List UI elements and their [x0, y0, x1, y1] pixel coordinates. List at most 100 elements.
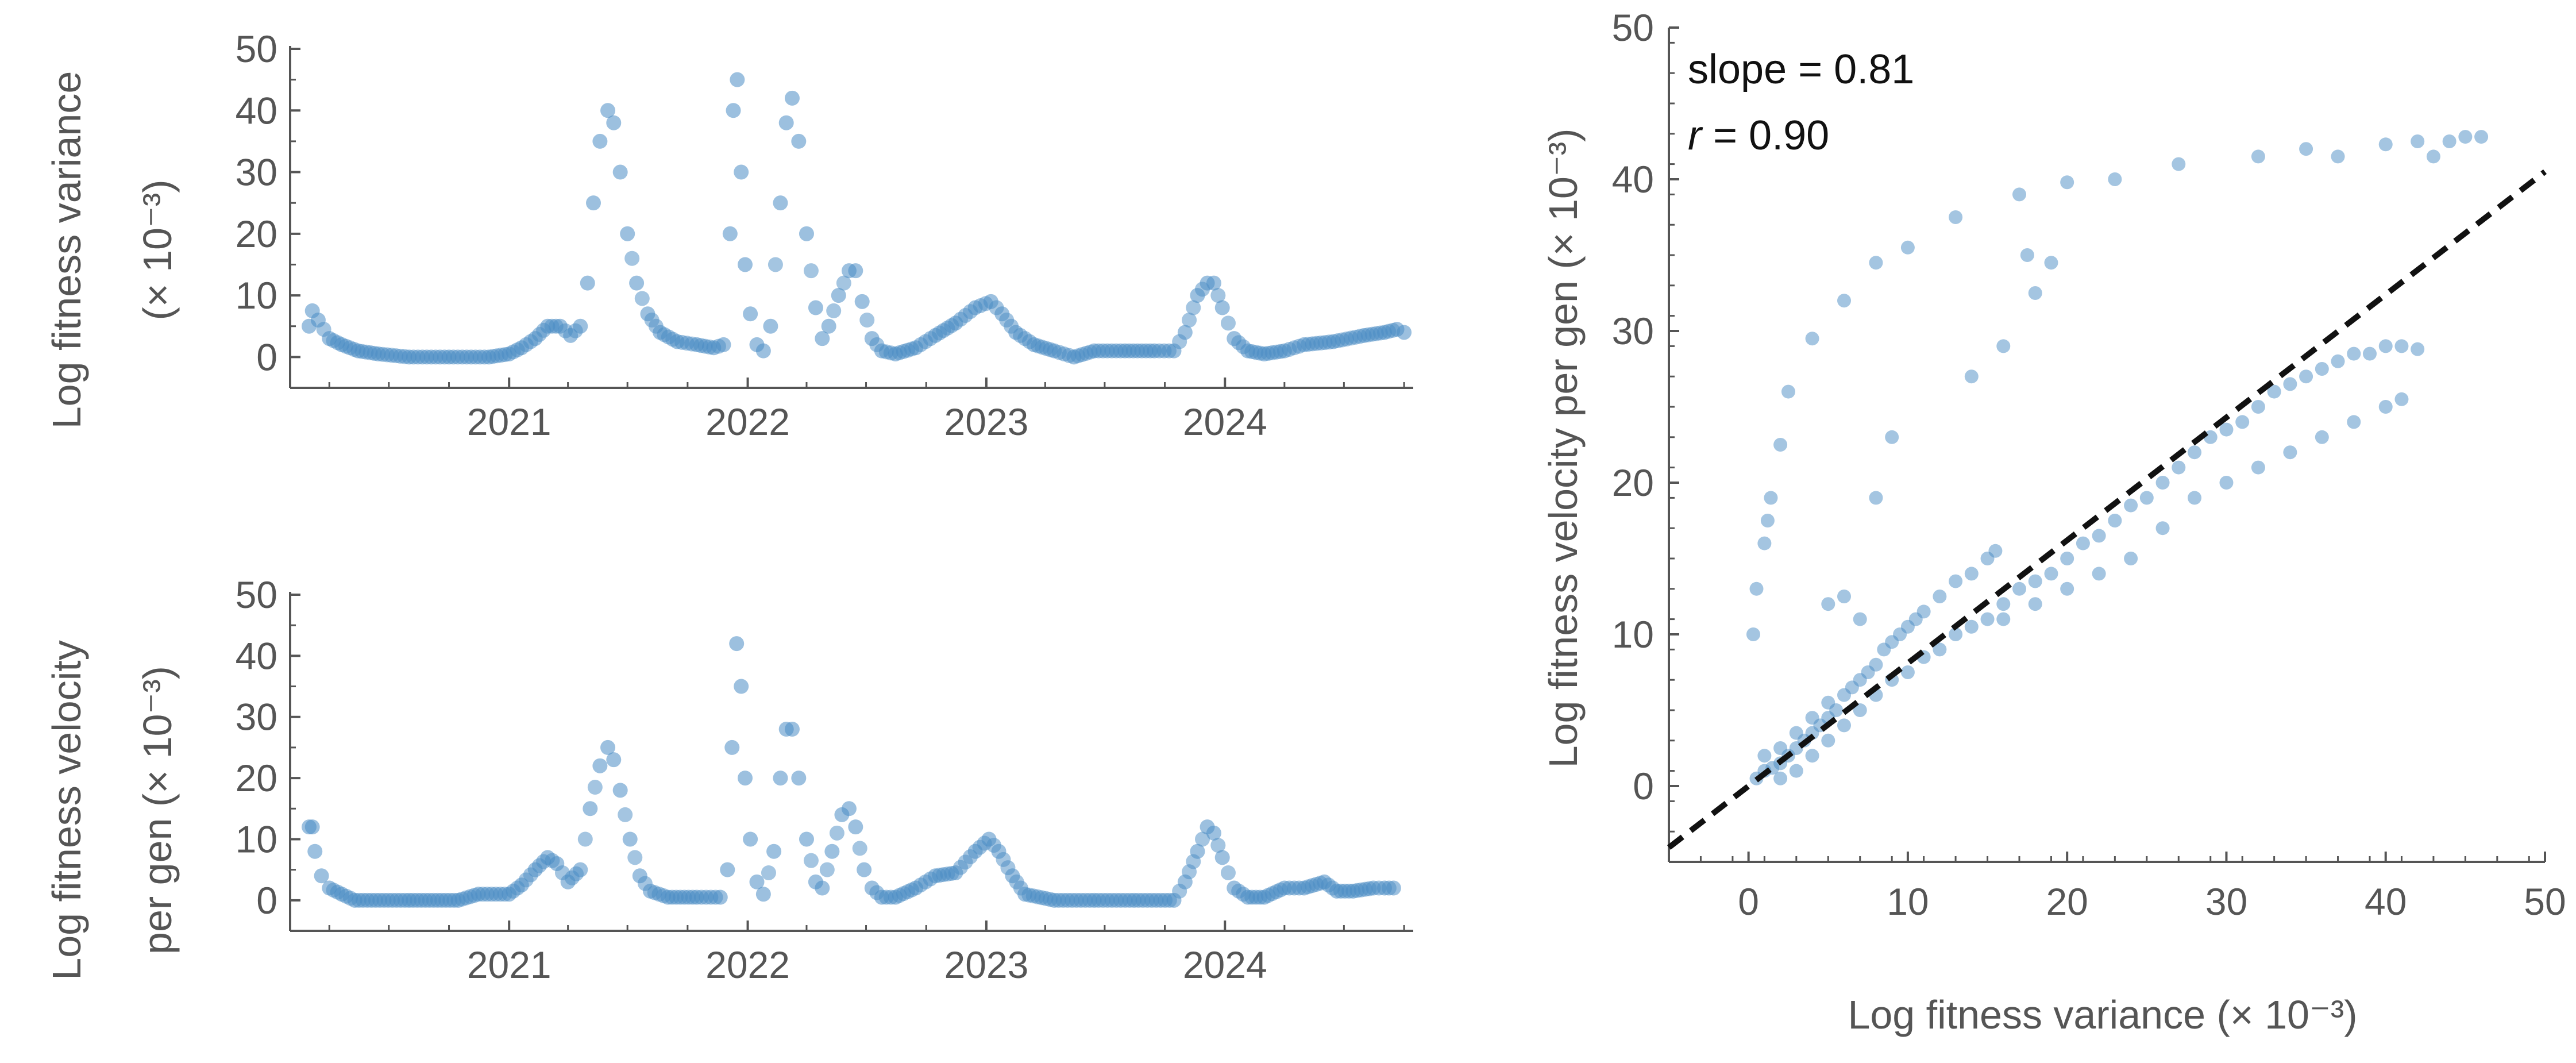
data-point — [2363, 346, 2377, 361]
x-tick-label: 20 — [2046, 880, 2088, 923]
data-point — [2155, 476, 2170, 490]
data-point — [1749, 581, 1764, 596]
data-point — [1996, 612, 2011, 626]
data-point — [722, 226, 738, 241]
data-point — [1837, 590, 1851, 603]
data-point — [1964, 369, 1979, 384]
x-tick-label: 2024 — [1183, 400, 1267, 443]
data-point — [712, 889, 728, 905]
data-point — [803, 263, 819, 279]
x-tick-label: 2024 — [1183, 943, 1267, 986]
data-point — [2172, 157, 2186, 171]
data-point — [766, 844, 782, 859]
data-point — [2124, 498, 2138, 513]
data-point — [1829, 703, 1844, 717]
data-point — [1949, 574, 1963, 588]
data-point — [1760, 514, 1775, 527]
x-tick-label: 40 — [2365, 880, 2407, 923]
data-point — [726, 103, 741, 118]
data-point — [2378, 400, 2393, 414]
data-point — [1764, 491, 1778, 505]
y-tick-label: 50 — [236, 573, 277, 616]
x-tick-label: 2021 — [467, 400, 552, 443]
data-point — [859, 313, 875, 328]
data-point — [1220, 865, 1236, 880]
data-point — [854, 294, 870, 309]
data-point — [2188, 445, 2201, 460]
data-point — [819, 862, 835, 877]
y-tick-label: 30 — [236, 696, 277, 738]
variance-time-ylabel: Log fitness variance — [44, 71, 89, 429]
y-tick-label: 20 — [236, 757, 277, 799]
data-point — [2108, 172, 2122, 186]
data-point — [815, 880, 830, 896]
data-point — [773, 195, 788, 211]
data-point — [577, 831, 593, 847]
data-point — [1821, 733, 1835, 748]
data-point — [716, 337, 731, 352]
data-point — [2044, 256, 2058, 270]
data-point — [1210, 838, 1226, 853]
data-point — [763, 318, 778, 334]
data-point — [612, 783, 628, 798]
y-tick-label: 50 — [1612, 6, 1654, 49]
data-point — [2378, 339, 2393, 353]
data-point — [1746, 627, 1760, 641]
velocity-vs-variance-panel: 0 10 20 30 40 50 0 10 20 30 40 50 — [1612, 6, 2566, 923]
y-tick-label: 0 — [1633, 765, 1654, 807]
data-point — [2474, 130, 2489, 144]
data-point — [2299, 369, 2313, 384]
data-point — [1949, 210, 1963, 224]
velocity-time-ylabel-unit: per gen (× 10⁻³) — [135, 666, 180, 954]
data-point — [2188, 491, 2201, 505]
data-point — [1214, 300, 1230, 315]
data-point — [1821, 597, 1835, 611]
x-tick-label: 2022 — [705, 943, 790, 986]
data-point — [791, 771, 807, 786]
data-point — [634, 291, 650, 306]
data-point — [606, 752, 622, 768]
y-tick-label: 0 — [256, 879, 277, 922]
data-point — [1190, 844, 1205, 859]
scatter-ylabel: Log fitness velocity per gen (× 10⁻³) — [1541, 129, 1586, 768]
velocity-time-panel: 0 10 20 30 40 50 2021 2022 2023 2024 — [236, 573, 1413, 986]
data-point — [749, 874, 765, 889]
data-point — [2394, 392, 2409, 406]
data-point — [1195, 831, 1210, 847]
y-tick-label: 0 — [256, 336, 277, 378]
data-point — [2172, 460, 2186, 475]
data-point — [1916, 604, 1931, 619]
data-point — [848, 819, 863, 835]
data-point — [2155, 521, 2170, 536]
data-point — [592, 133, 608, 149]
r-annotation: r = 0.90 — [1688, 113, 1829, 159]
x-tick-label: 2021 — [467, 943, 552, 986]
data-point — [2315, 362, 2329, 376]
data-point — [2331, 354, 2345, 368]
data-point — [799, 831, 814, 847]
data-point — [1949, 627, 1963, 641]
data-point — [1177, 325, 1193, 340]
data-point — [784, 722, 800, 737]
data-point — [2028, 286, 2042, 300]
data-point — [307, 844, 323, 859]
data-point — [304, 819, 320, 835]
data-point — [1397, 325, 1412, 340]
x-tick-label: 2023 — [944, 400, 1029, 443]
data-point — [768, 257, 783, 272]
data-point — [738, 257, 753, 272]
data-point — [729, 636, 745, 652]
data-point — [2426, 149, 2440, 164]
data-point — [720, 862, 735, 877]
data-point — [784, 90, 800, 106]
data-point — [573, 318, 588, 334]
data-point — [1964, 619, 1979, 634]
data-point — [1980, 612, 1995, 626]
data-point — [627, 850, 643, 865]
data-point — [1964, 567, 1979, 581]
data-point — [799, 226, 814, 241]
data-point — [600, 103, 616, 118]
x-tick-label: 50 — [2524, 880, 2566, 923]
data-point — [1781, 384, 1795, 399]
data-point — [1988, 544, 2003, 558]
